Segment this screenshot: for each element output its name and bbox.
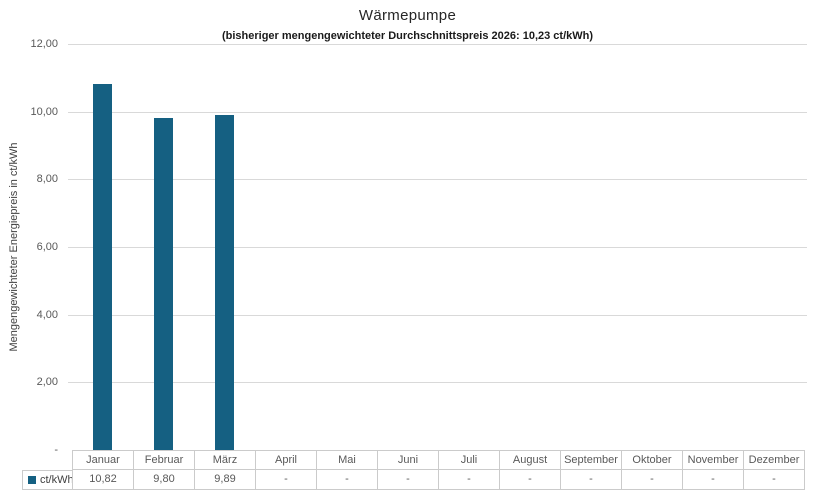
- table-value-cell: -: [621, 470, 682, 490]
- table-month-header: Juli: [438, 450, 499, 470]
- legend-cell: ct/kWh: [22, 470, 74, 490]
- y-axis-tick-label: 12,00: [30, 38, 58, 50]
- table-month-header: April: [255, 450, 316, 470]
- table-month-header: Februar: [133, 450, 194, 470]
- gridline: [68, 382, 807, 383]
- y-axis-tick-label: 4,00: [36, 309, 58, 321]
- table-month-header: September: [560, 450, 621, 470]
- table-value-cell: -: [743, 470, 805, 490]
- table-month-header: Januar: [72, 450, 133, 470]
- gridline: [68, 179, 807, 180]
- y-axis-tick-label: 2,00: [36, 376, 58, 388]
- table-value-row: ct/kWh 10,82 9,80 9,89- - - - - - - - -: [22, 470, 805, 490]
- table-value-cell: -: [438, 470, 499, 490]
- table-value-cell: -: [316, 470, 377, 490]
- table-month-header: Mai: [316, 450, 377, 470]
- table-value-cell: -: [377, 470, 438, 490]
- table-month-header: Dezember: [743, 450, 805, 470]
- table-value-cell: 9,80: [133, 470, 194, 490]
- bar-januar: [93, 84, 112, 450]
- table-month-header: August: [499, 450, 560, 470]
- y-axis-tick-label: 6,00: [36, 241, 58, 253]
- legend-label: ct/kWh: [40, 474, 74, 486]
- table-value-cell: -: [499, 470, 560, 490]
- gridline: [68, 112, 807, 113]
- table-month-header: November: [682, 450, 743, 470]
- chart-subtitle: (bisheriger mengengewichteter Durchschni…: [221, 30, 594, 42]
- legend-swatch-icon: [28, 476, 36, 484]
- gridline: [68, 247, 807, 248]
- table-value-cell: -: [682, 470, 743, 490]
- y-axis-tick-label: 10,00: [30, 106, 58, 118]
- gridline: [68, 44, 807, 45]
- gridline: [68, 315, 807, 316]
- table-month-header: Oktober: [621, 450, 682, 470]
- table-value-cell: 10,82: [72, 470, 133, 490]
- chart-title: Wärmepumpe: [358, 7, 457, 24]
- table-value-cell: -: [255, 470, 316, 490]
- table-month-row: Januar Februar März April Mai Juni Juli August S…: [72, 450, 805, 470]
- table-month-header: März: [194, 450, 255, 470]
- bar-februar: [154, 118, 173, 450]
- table-month-header: Juni: [377, 450, 438, 470]
- table-value-cell: 9,89: [194, 470, 255, 490]
- bar-märz: [215, 115, 234, 450]
- y-axis-tick-label: -: [54, 444, 58, 456]
- table-value-cell: -: [560, 470, 621, 490]
- y-axis-tick-label: 8,00: [36, 173, 58, 185]
